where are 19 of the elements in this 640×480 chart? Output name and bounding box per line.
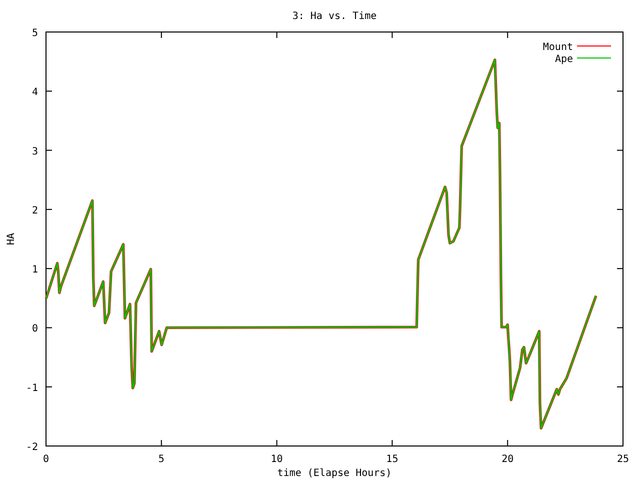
x-axis-title: time (Elapse Hours) — [277, 468, 392, 479]
legend-label: Ape — [554, 54, 573, 65]
y-axis-title: HA — [6, 232, 17, 246]
y-tick-label: 3 — [32, 146, 38, 158]
y-tick-label: 2 — [32, 205, 38, 216]
y-tick-label: 0 — [32, 324, 38, 335]
legend-label: Mount — [542, 42, 573, 53]
y-tick-label: -1 — [26, 382, 38, 394]
y-tick-label: 1 — [32, 264, 38, 276]
chart-title: 3: Ha vs. Time — [292, 11, 377, 22]
y-tick-label: 5 — [32, 28, 38, 39]
x-tick-label: 10 — [270, 454, 283, 465]
x-tick-label: 25 — [616, 454, 630, 465]
x-tick-label: 5 — [158, 454, 164, 465]
x-tick-label: 0 — [42, 454, 50, 465]
x-tick-label: 15 — [386, 454, 398, 465]
x-tick-label: 20 — [502, 454, 514, 465]
y-tick-label: -2 — [26, 442, 38, 453]
y-tick-label: 4 — [32, 87, 38, 98]
